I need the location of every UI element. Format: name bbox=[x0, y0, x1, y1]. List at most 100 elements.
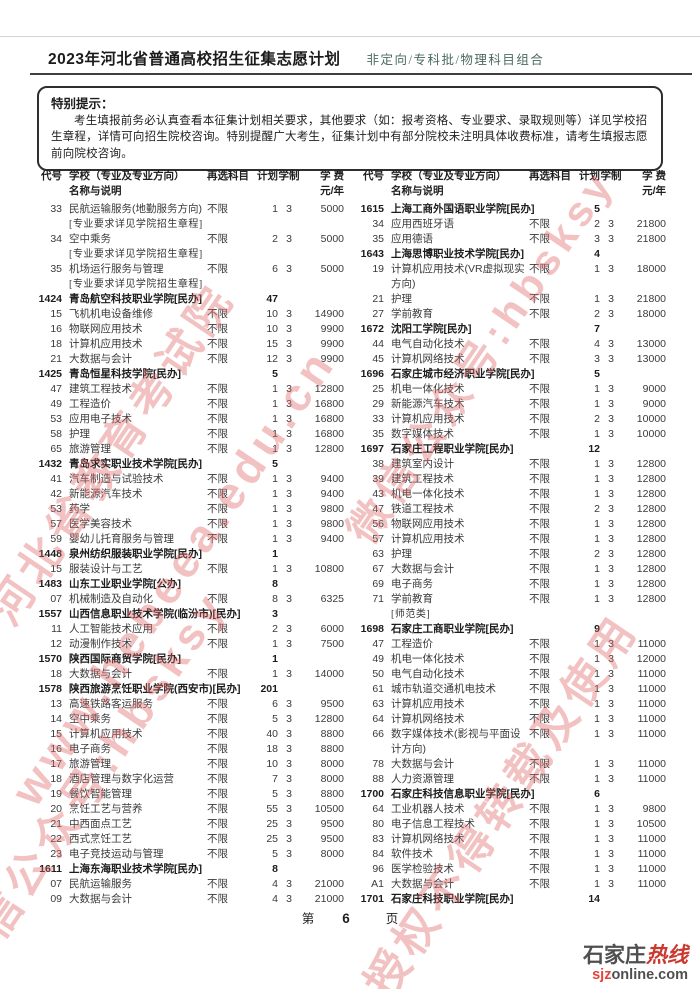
major-duration: 3 bbox=[286, 668, 292, 680]
major-row: 33 计算机应用技术 不限 2 3 10000 bbox=[360, 412, 672, 427]
school-name: 青岛求实职业技术学院[民办] bbox=[69, 458, 202, 470]
major-row: 12 动漫制作技术 不限 1 3 7500 bbox=[38, 637, 350, 652]
major-row: 38 建筑室内设计 不限 1 3 12800 bbox=[360, 457, 672, 472]
major-subject: 不限 bbox=[207, 818, 228, 830]
major-subject: 不限 bbox=[207, 893, 228, 905]
major-code: 23 bbox=[50, 848, 62, 860]
major-name: 数字媒体技术(影视与平面设计方向) bbox=[391, 728, 521, 755]
major-fee: 12800 bbox=[636, 473, 666, 485]
major-fee: 11000 bbox=[637, 713, 666, 725]
site-logo-domain: sjzonline.com bbox=[583, 968, 688, 983]
major-plan: 1 bbox=[594, 833, 600, 845]
major-name: 护理 bbox=[391, 548, 412, 560]
major-row: 35 机场运行服务与管理 [专业要求详见学院招生章程] 不限 6 3 5000 bbox=[38, 262, 350, 292]
major-plan: 1 bbox=[594, 773, 600, 785]
major-code: 53 bbox=[50, 413, 62, 425]
major-duration: 3 bbox=[286, 893, 292, 905]
school-plan-total: 7 bbox=[594, 323, 600, 335]
major-duration: 3 bbox=[608, 713, 614, 725]
major-plan: 1 bbox=[594, 398, 600, 410]
major-name: 电气自动化技术 bbox=[391, 668, 465, 680]
table-header-row: 代号 学校（专业及专业方向） 名称与说明 再选科目 计划 学制 学 费元/年 bbox=[360, 169, 672, 199]
major-plan: 1 bbox=[272, 443, 278, 455]
major-fee: 8800 bbox=[320, 788, 344, 800]
major-plan: 1 bbox=[594, 863, 600, 875]
header-fee: 学 费元/年 bbox=[320, 170, 344, 197]
major-fee: 11000 bbox=[637, 833, 666, 845]
major-code: 21 bbox=[50, 353, 62, 365]
major-fee: 21000 bbox=[314, 893, 344, 905]
major-row: 25 机电一体化技术 不限 1 3 9000 bbox=[360, 382, 672, 397]
major-row: 27 学前教育 不限 2 3 18000 bbox=[360, 307, 672, 322]
major-subject: 不限 bbox=[529, 848, 550, 860]
school-plan-total: 5 bbox=[594, 368, 600, 380]
major-fee: 9900 bbox=[320, 338, 344, 350]
school-code: 1557 bbox=[38, 608, 62, 620]
school-plan-total: 1 bbox=[272, 548, 278, 560]
major-code: 16 bbox=[50, 743, 62, 755]
major-code: 69 bbox=[372, 578, 384, 590]
major-row: 22 西式烹饪工艺 不限 25 3 9500 bbox=[38, 832, 350, 847]
major-subject: 不限 bbox=[529, 218, 550, 230]
major-name: 应用德语 bbox=[391, 233, 433, 245]
major-code: 33 bbox=[372, 413, 384, 425]
major-name: 计算机网络技术 bbox=[391, 833, 465, 845]
major-subject: 不限 bbox=[207, 488, 228, 500]
notice-label: 特别提示： bbox=[51, 97, 114, 111]
major-code: 39 bbox=[372, 473, 384, 485]
major-row: 09 大数据与会计 不限 4 3 21000 bbox=[38, 892, 350, 907]
major-row: 47 建筑工程技术 不限 1 3 12800 bbox=[38, 382, 350, 397]
major-name: 飞机机电设备维修 bbox=[69, 308, 153, 320]
major-row: 35 应用德语 不限 3 3 21800 bbox=[360, 232, 672, 247]
major-plan: 1 bbox=[594, 728, 600, 740]
major-plan: 1 bbox=[594, 758, 600, 770]
school-code: 1425 bbox=[38, 368, 62, 380]
school-code: 1643 bbox=[360, 248, 384, 260]
major-row: 67 大数据与会计 不限 1 3 12800 bbox=[360, 562, 672, 577]
major-subject: 不限 bbox=[207, 833, 228, 845]
major-fee: 9500 bbox=[320, 698, 344, 710]
major-duration: 3 bbox=[286, 353, 292, 365]
major-name: 机电一体化技术 bbox=[391, 653, 465, 665]
major-subject: 不限 bbox=[207, 638, 228, 650]
major-subject: 不限 bbox=[207, 323, 228, 335]
major-subject: 不限 bbox=[529, 653, 550, 665]
major-name: 应用西班牙语 bbox=[391, 218, 454, 230]
major-row: 49 工程造价 不限 1 3 16800 bbox=[38, 397, 350, 412]
major-fee: 11000 bbox=[637, 878, 666, 890]
major-fee: 21800 bbox=[636, 218, 666, 230]
major-name: 计算机应用技术 bbox=[391, 413, 465, 425]
major-name: 物联网应用技术 bbox=[391, 518, 465, 530]
major-plan: 1 bbox=[594, 263, 600, 275]
major-duration: 3 bbox=[286, 818, 292, 830]
major-plan: 1 bbox=[272, 518, 278, 530]
major-code: 96 bbox=[372, 863, 384, 875]
major-plan: 6 bbox=[272, 263, 278, 275]
major-name: 学前教育 [师范类] bbox=[384, 592, 526, 622]
major-name: 城市轨道交通机电技术 bbox=[391, 683, 496, 695]
major-name: 人力资源管理 bbox=[391, 773, 454, 785]
major-plan: 25 bbox=[266, 818, 278, 830]
major-duration: 3 bbox=[608, 263, 614, 275]
major-code: 71 bbox=[372, 593, 384, 605]
school-code: 1697 bbox=[360, 443, 384, 455]
major-fee: 14900 bbox=[314, 308, 344, 320]
major-code: 35 bbox=[50, 263, 62, 275]
major-plan: 25 bbox=[266, 833, 278, 845]
major-row: 53 应用电子技术 不限 1 3 16800 bbox=[38, 412, 350, 427]
major-code: 20 bbox=[50, 803, 62, 815]
major-row: 66 数字媒体技术(影视与平面设计方向) 不限 1 3 11000 bbox=[360, 727, 672, 757]
major-duration: 3 bbox=[608, 653, 614, 665]
major-plan: 5 bbox=[272, 848, 278, 860]
major-subject: 不限 bbox=[529, 578, 550, 590]
major-subject: 不限 bbox=[529, 413, 550, 425]
major-code: 44 bbox=[372, 338, 384, 350]
major-name: 医学美容技术 bbox=[69, 518, 132, 530]
major-duration: 3 bbox=[608, 833, 614, 845]
major-subject: 不限 bbox=[529, 263, 550, 275]
major-fee: 11000 bbox=[637, 698, 666, 710]
major-subject: 不限 bbox=[207, 878, 228, 890]
major-duration: 3 bbox=[286, 443, 292, 455]
major-name: 酒店管理与数字化运营 bbox=[69, 773, 174, 785]
major-fee: 12800 bbox=[636, 533, 666, 545]
